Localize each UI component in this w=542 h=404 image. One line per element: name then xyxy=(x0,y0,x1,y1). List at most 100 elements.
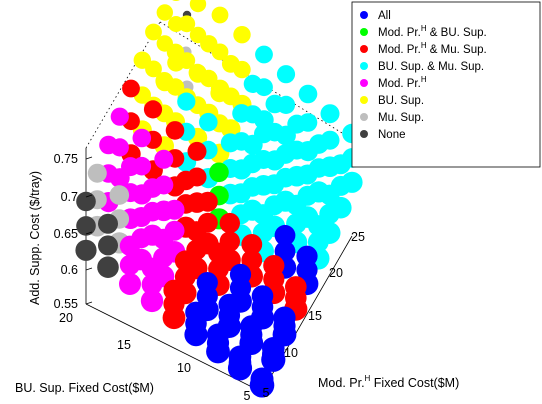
data-point xyxy=(219,212,240,234)
data-point xyxy=(140,289,164,313)
data-point xyxy=(209,162,229,183)
data-point xyxy=(172,0,180,1)
data-point xyxy=(141,257,163,279)
data-point xyxy=(119,273,141,295)
data-point xyxy=(87,163,107,183)
data-point xyxy=(265,94,285,114)
legend-marker xyxy=(360,113,368,121)
data-point xyxy=(243,74,262,93)
data-point xyxy=(142,178,163,198)
data-point xyxy=(274,224,296,246)
data-point xyxy=(76,191,96,212)
data-point xyxy=(241,234,263,255)
z-tick-label: 0.75 xyxy=(54,152,78,166)
legend-label: All xyxy=(378,10,391,22)
legend-label: BU. Sup. & Mu. Sup. xyxy=(378,61,484,73)
data-point xyxy=(220,133,240,153)
data-point xyxy=(210,84,229,103)
data-point xyxy=(320,104,340,124)
data-point xyxy=(297,164,318,185)
data-point xyxy=(119,235,141,256)
data-point xyxy=(287,114,307,134)
z-tick-label: 0.65 xyxy=(54,227,78,241)
data-point xyxy=(309,134,329,154)
legend-label: Mod. Pr.H xyxy=(378,75,427,90)
data-point xyxy=(208,242,229,264)
legend: All Mod. Pr.H & BU. Sup. Mod. Pr.H & Mu. S… xyxy=(351,1,541,168)
x-tick-label: 25 xyxy=(351,230,365,244)
legend-marker xyxy=(360,45,368,53)
data-point xyxy=(178,15,196,33)
data-point xyxy=(206,339,230,364)
data-point xyxy=(200,35,218,53)
data-point xyxy=(154,149,174,169)
legend-label: None xyxy=(378,129,406,141)
legend-label: BU. Sup. xyxy=(378,95,424,107)
data-point xyxy=(319,184,340,205)
data-point xyxy=(177,92,196,111)
data-point xyxy=(264,174,285,195)
data-points xyxy=(75,0,363,398)
data-point xyxy=(188,63,207,82)
data-point xyxy=(254,124,273,144)
data-point xyxy=(141,274,163,295)
data-point xyxy=(76,216,96,236)
legend-marker xyxy=(360,62,368,70)
data-point xyxy=(330,154,351,175)
data-point xyxy=(145,23,162,41)
data-point xyxy=(187,141,207,161)
data-point xyxy=(252,204,274,225)
data-point xyxy=(132,128,152,148)
y-tick-label: 5 xyxy=(244,389,251,403)
data-point xyxy=(221,55,240,73)
data-point xyxy=(75,239,97,261)
x-tick-label: 10 xyxy=(284,346,298,360)
data-point xyxy=(162,306,186,330)
z-tick-label: 0.7 xyxy=(61,190,78,204)
data-point xyxy=(232,104,251,123)
data-point xyxy=(176,170,196,191)
z-tick-mark xyxy=(85,156,93,160)
data-point xyxy=(255,45,273,64)
data-point xyxy=(98,213,118,234)
data-point xyxy=(155,72,174,90)
data-point xyxy=(97,256,119,279)
data-point xyxy=(249,372,275,398)
data-point xyxy=(276,65,296,84)
data-point xyxy=(121,157,140,177)
data-point xyxy=(119,254,141,276)
data-point xyxy=(227,356,253,381)
z-tick-mark xyxy=(85,231,93,235)
legend-marker xyxy=(360,79,368,87)
data-point xyxy=(199,112,218,132)
data-point xyxy=(233,26,251,44)
x-tick-label: 20 xyxy=(329,266,343,280)
legend-marker xyxy=(360,28,368,36)
data-point xyxy=(110,107,129,126)
data-point xyxy=(298,84,318,104)
x-axis-label: Mod. Pr.H Fixed Cost($M) xyxy=(318,374,459,390)
data-point xyxy=(156,4,173,21)
data-point xyxy=(286,194,307,216)
data-point xyxy=(275,144,296,164)
z-axis-label: Add. Supp. Cost ($/tray) xyxy=(28,171,42,305)
data-point xyxy=(241,249,263,271)
legend-items: All Mod. Pr.H & BU. Sup. Mod. Pr.H & Mu. S… xyxy=(360,10,487,141)
x-axis-label-main: Mod. Pr. xyxy=(318,376,365,390)
data-point xyxy=(98,235,118,256)
data-point xyxy=(242,153,263,174)
data-point xyxy=(164,199,185,220)
legend-label: Mod. Pr.H & Mu. Sup. xyxy=(378,41,487,56)
y-axis-label: BU. Sup. Fixed Cost($M) xyxy=(15,381,154,395)
z-tick-label: 0.6 xyxy=(61,263,78,277)
data-point xyxy=(143,100,163,119)
data-point xyxy=(231,183,251,204)
data-point xyxy=(186,221,207,242)
z-tick-mark xyxy=(85,194,93,198)
legend-box xyxy=(351,1,541,168)
x-tick-label: 15 xyxy=(308,309,322,323)
legend-label: Mu. Sup. xyxy=(378,112,424,124)
z-tick-mark xyxy=(85,267,93,271)
axis-ticks: 0.55 0.6 0.65 0.7 0.75 5 10 15 20 5 10 15 20 25 xyxy=(54,152,365,403)
